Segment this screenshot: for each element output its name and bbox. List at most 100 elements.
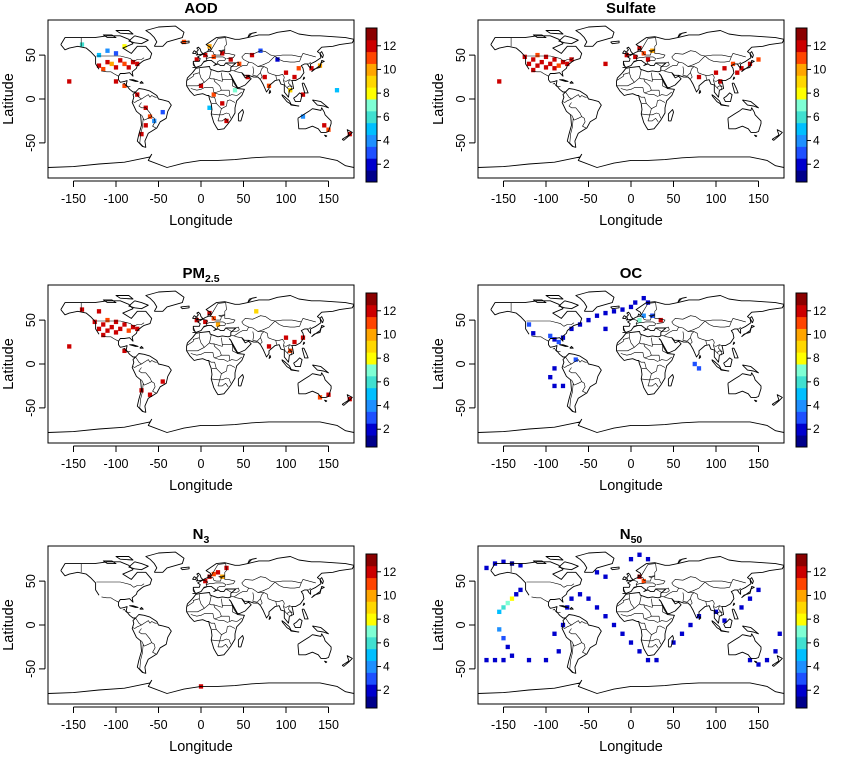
colorbar-segment	[796, 411, 807, 424]
country-border	[260, 337, 263, 345]
country-border	[639, 69, 642, 78]
coastline	[711, 94, 722, 105]
coastline	[180, 305, 190, 310]
x-tick-label: -50	[579, 192, 597, 206]
colorbar-segment	[796, 601, 807, 614]
country-border	[531, 596, 549, 603]
country-border	[632, 53, 639, 62]
data-cell	[266, 344, 272, 349]
coastline	[731, 347, 739, 359]
data-cell	[118, 58, 123, 63]
panel-6: N50-150 -100 -50 0 50 100 150500-50LongitudeLa…	[431, 526, 827, 755]
coastline	[312, 625, 329, 635]
colorbar: 2 4 6 8 10 12	[365, 292, 397, 448]
colorbar-segment	[366, 696, 377, 709]
coastline	[719, 103, 730, 107]
country-border	[217, 379, 229, 387]
coastline	[102, 560, 117, 565]
coastline	[490, 309, 530, 335]
panel-title: N50	[620, 526, 643, 546]
x-tick-label: -50	[149, 718, 167, 732]
country-border	[671, 598, 674, 602]
data-cell	[548, 61, 553, 67]
country-border	[616, 333, 630, 346]
data-cell	[109, 61, 114, 67]
country-border	[207, 49, 236, 59]
coastline	[297, 633, 332, 659]
data-cell	[552, 383, 557, 389]
panel-title-subscript: 2.5	[205, 273, 220, 285]
coastline	[302, 602, 306, 607]
coastline	[677, 296, 687, 303]
y-tick-label: 0	[24, 621, 38, 628]
colorbar-segment	[796, 63, 807, 76]
panel-title-main: N	[193, 526, 204, 543]
country-border	[629, 72, 653, 83]
country-border	[682, 66, 695, 77]
data-cell	[688, 622, 693, 628]
data-cell	[509, 596, 515, 601]
country-border	[526, 581, 575, 588]
country-border	[211, 378, 220, 381]
y-tick-label: 0	[24, 95, 38, 102]
x-tick-label: 0	[628, 192, 635, 206]
coastline	[753, 660, 758, 664]
coastline	[102, 34, 117, 39]
coastline	[281, 620, 292, 631]
country-border	[718, 605, 723, 613]
colorbar-segment	[366, 660, 377, 673]
coastline	[195, 311, 204, 321]
country-border	[643, 604, 652, 620]
x-tick-label: -100	[103, 718, 128, 732]
data-cell	[147, 114, 153, 119]
coastline	[289, 368, 300, 372]
country-border	[208, 360, 217, 369]
country-border	[637, 49, 666, 59]
data-cell	[509, 653, 515, 658]
coastline	[289, 103, 300, 107]
country-border	[274, 320, 302, 328]
country-border	[552, 82, 561, 87]
colorbar-tick-label: 8	[383, 612, 390, 626]
colorbar-tick-label: 2	[383, 157, 390, 171]
country-border	[233, 579, 316, 598]
country-border	[693, 331, 723, 347]
coastline	[60, 44, 100, 70]
data-cell	[560, 383, 566, 389]
colorbar-tick-label: 12	[383, 304, 397, 318]
colorbar-segment	[366, 87, 377, 100]
data-cell	[633, 54, 638, 60]
country-border	[210, 37, 226, 50]
colorbar-segment	[796, 158, 807, 171]
map-layer	[48, 551, 354, 694]
data-cell	[531, 331, 536, 336]
country-border	[207, 575, 236, 585]
data-cell	[113, 79, 119, 84]
x-tick-label: 150	[748, 718, 769, 732]
country-border	[704, 320, 732, 328]
country-border	[663, 579, 746, 598]
data-cell	[573, 357, 578, 362]
country-border	[135, 91, 157, 100]
country-border	[206, 582, 226, 591]
coastline	[129, 344, 139, 347]
country-border	[718, 344, 723, 352]
colorbar-segment	[366, 293, 377, 306]
data-cell	[113, 330, 119, 335]
data-cell	[552, 57, 557, 62]
data-cell	[531, 57, 536, 62]
colorbar: 2 4 6 8 10 12	[365, 27, 397, 183]
data-cell	[300, 114, 306, 119]
y-tick-label: 50	[454, 574, 468, 588]
data-cell	[637, 317, 642, 323]
colorbar-segment	[366, 589, 377, 602]
country-border	[122, 82, 131, 87]
data-cell	[543, 657, 549, 663]
colorbar-segment	[366, 364, 377, 377]
colorbar-segment	[796, 316, 807, 329]
data-cell	[497, 79, 502, 84]
country-border	[135, 617, 157, 626]
country-border	[275, 601, 277, 606]
country-border	[651, 354, 661, 361]
colorbar-segment	[796, 340, 807, 353]
